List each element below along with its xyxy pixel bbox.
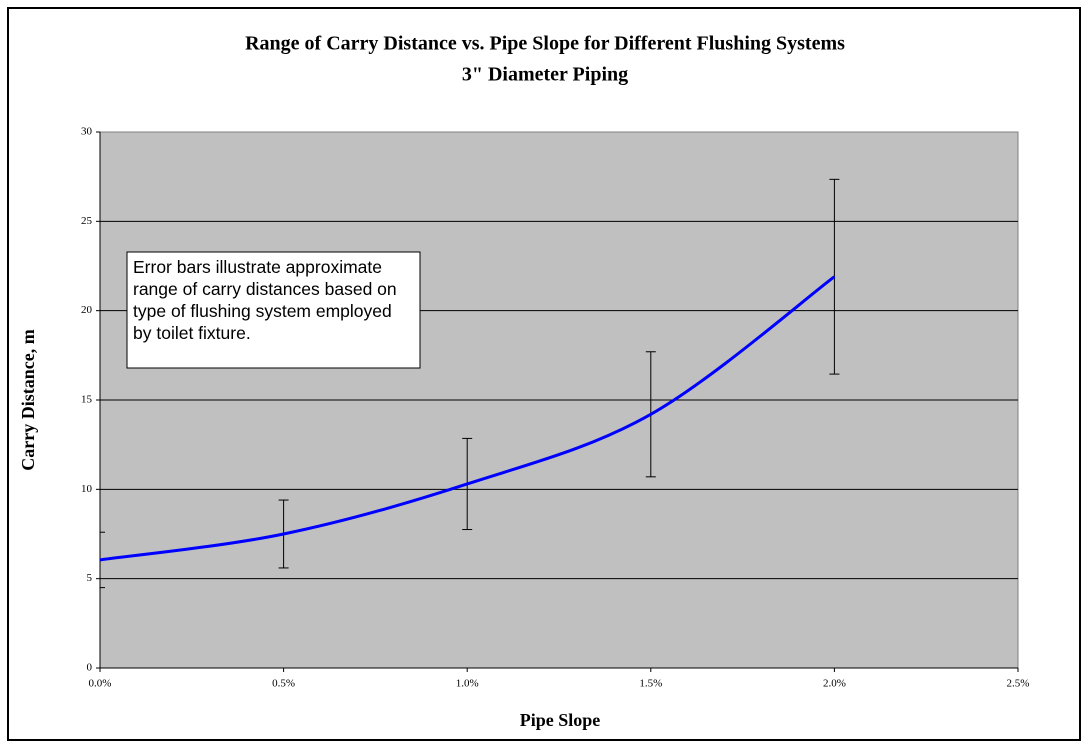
y-tick-label: 15 — [81, 394, 93, 406]
y-tick-label: 10 — [81, 483, 93, 495]
y-tick-label: 5 — [87, 572, 93, 584]
y-tick-label: 0 — [87, 662, 93, 674]
annotation-text: Error bars illustrate approximate range … — [133, 257, 397, 343]
y-axis-title: Carry Distance, m — [18, 329, 38, 470]
x-tick-label: 0.0% — [89, 678, 112, 690]
x-axis-title: Pipe Slope — [520, 710, 601, 730]
annotation-box — [126, 251, 421, 369]
y-tick-label: 30 — [81, 126, 93, 138]
x-tick-label: 0.5% — [272, 678, 295, 690]
x-tick-label: 1.0% — [456, 678, 479, 690]
data-line — [99, 275, 836, 562]
annotation: Error bars illustrate approximate range … — [133, 257, 397, 343]
x-tick-label: 2.0% — [823, 678, 846, 690]
y-tick-label: 20 — [81, 304, 93, 316]
chart-title: Range of Carry Distance vs. Pipe Slope f… — [245, 33, 845, 55]
x-tick-label: 2.5% — [1007, 678, 1030, 690]
y-tick-label: 25 — [81, 215, 93, 227]
chart-subtitle: 3" Diameter Piping — [462, 64, 628, 86]
x-tick-label: 1.5% — [639, 678, 662, 690]
